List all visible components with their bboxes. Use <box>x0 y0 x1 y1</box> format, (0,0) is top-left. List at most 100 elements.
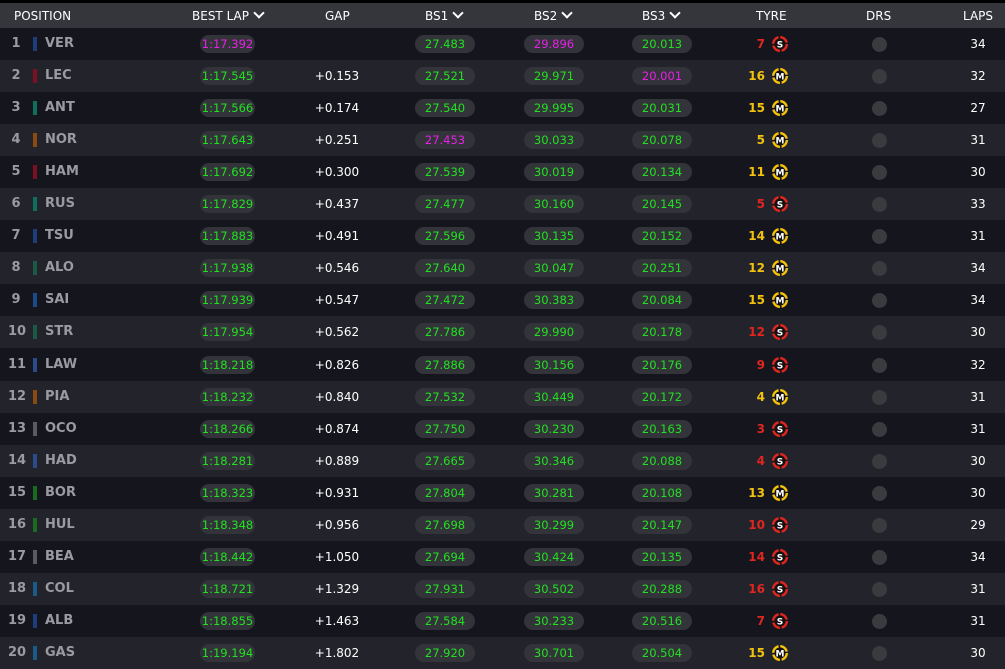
top-border <box>0 0 1005 3</box>
bs3-time: 20.516 <box>632 611 692 630</box>
header-best-lap[interactable]: BEST LAP <box>192 7 265 23</box>
header-bs1[interactable]: BS1 <box>425 7 464 23</box>
soft-tyre-icon: S <box>771 452 789 470</box>
team-color-bar <box>33 325 37 340</box>
header-bs2[interactable]: BS2 <box>534 7 573 23</box>
best-lap-time: 1:18.323 <box>200 483 255 502</box>
best-lap-time: 1:18.266 <box>200 419 255 438</box>
gap-value: +1.050 <box>314 549 360 564</box>
table-row[interactable]: 6 RUS 1:17.829 +0.437 27.477 30.160 20.145 5 S 33 <box>0 188 1005 221</box>
laps-count: 30 <box>970 165 986 180</box>
chevron-down-icon <box>669 7 681 19</box>
table-row[interactable]: 11 LAW 1:18.218 +0.826 27.886 30.156 20.176 9 S 3… <box>0 348 1005 381</box>
bs1-time: 27.532 <box>415 387 475 406</box>
medium-tyre-icon: M <box>771 163 789 181</box>
best-lap-time: 1:18.281 <box>200 451 255 470</box>
driver-code: RUS <box>45 196 75 212</box>
table-row[interactable]: 3 ANT 1:17.566 +0.174 27.540 29.995 20.031 15 M 2… <box>0 92 1005 125</box>
table-row[interactable]: 12 PIA 1:18.232 +0.840 27.532 30.449 20.172 4 M 3… <box>0 380 1005 413</box>
table-row[interactable]: 7 TSU 1:17.883 +0.491 27.596 30.135 20.152 14 M 3… <box>0 220 1005 253</box>
table-row[interactable]: 16 HUL 1:18.348 +0.956 27.698 30.299 20.147 10 S… <box>0 508 1005 541</box>
header-position[interactable]: POSITION <box>14 9 72 23</box>
tyre-laps: 4 <box>756 453 765 468</box>
drs-indicator <box>872 133 887 149</box>
soft-tyre-icon: S <box>771 323 789 341</box>
bs2-time: 30.383 <box>524 291 584 310</box>
soft-tyre-icon: S <box>771 516 789 534</box>
laps-count: 33 <box>970 197 986 212</box>
position-number: 19 <box>8 612 27 628</box>
best-lap-time: 1:18.721 <box>200 579 255 598</box>
tyre-laps: 7 <box>756 613 765 628</box>
header-bs3[interactable]: BS3 <box>642 7 681 23</box>
table-row[interactable]: 10 STR 1:17.954 +0.562 27.786 29.990 20.178 12 S… <box>0 316 1005 349</box>
bs1-time: 27.920 <box>415 643 475 662</box>
bs2-time: 30.701 <box>524 643 584 662</box>
tyre-laps: 4 <box>756 389 765 404</box>
team-color-bar <box>33 261 37 276</box>
bs2-time: 30.230 <box>524 419 584 438</box>
best-lap-time: 1:17.883 <box>200 227 255 246</box>
table-row[interactable]: 18 COL 1:18.721 +1.329 27.931 30.502 20.288 16 S… <box>0 572 1005 605</box>
bs3-time: 20.288 <box>632 579 692 598</box>
bs2-time: 30.047 <box>524 259 584 278</box>
team-color-bar <box>33 485 37 500</box>
medium-tyre-icon: M <box>771 644 789 662</box>
table-row[interactable]: 9 SAI 1:17.939 +0.547 27.472 30.383 20.084 15 M 3… <box>0 284 1005 317</box>
table-row[interactable]: 4 NOR 1:17.643 +0.251 27.453 30.033 20.078 5 M 31 <box>0 124 1005 157</box>
team-color-bar <box>33 197 37 212</box>
header-drs[interactable]: DRS <box>866 9 892 23</box>
bs1-time: 27.539 <box>415 163 475 182</box>
team-color-bar <box>33 37 37 51</box>
svg-text:S: S <box>777 617 783 627</box>
bs1-time: 27.931 <box>415 579 475 598</box>
best-lap-time: 1:17.545 <box>200 67 255 86</box>
header-tyre[interactable]: TYRE <box>756 9 787 23</box>
best-lap-time: 1:19.194 <box>200 643 255 662</box>
table-row[interactable]: 1 VER 1:17.392 27.483 29.896 20.013 7 S 34 <box>0 28 1005 60</box>
gap-value: +0.437 <box>314 197 360 212</box>
svg-text:M: M <box>776 265 785 275</box>
table-row[interactable]: 13 OCO 1:18.266 +0.874 27.750 30.230 20.163 3 S 3… <box>0 412 1005 445</box>
header-gap[interactable]: GAP <box>325 9 350 23</box>
table-row[interactable]: 17 BEA 1:18.442 +1.050 27.694 30.424 20.135 14 S… <box>0 540 1005 573</box>
medium-tyre-icon: M <box>771 227 789 245</box>
gap-value <box>300 28 374 60</box>
header-laps[interactable]: LAPS <box>963 9 994 23</box>
table-row[interactable]: 15 BOR 1:18.323 +0.931 27.804 30.281 20.108 13 M… <box>0 476 1005 509</box>
header-bs3-label: BS3 <box>642 9 666 23</box>
position-number: 14 <box>8 452 27 468</box>
tyre-laps: 12 <box>748 261 765 276</box>
bs2-time: 30.233 <box>524 611 584 630</box>
driver-code: LAW <box>45 356 78 372</box>
laps-count: 29 <box>970 517 986 532</box>
best-lap-time: 1:18.218 <box>200 355 255 374</box>
bs1-time: 27.521 <box>415 67 475 86</box>
team-color-bar <box>33 581 37 596</box>
drs-indicator <box>872 613 887 629</box>
gap-value: +1.329 <box>314 581 360 596</box>
position-number: 15 <box>8 484 27 500</box>
position-number: 11 <box>8 356 27 372</box>
bs1-time: 27.665 <box>415 451 475 470</box>
medium-tyre-icon: M <box>771 388 789 406</box>
driver-code: HUL <box>45 516 75 532</box>
team-color-bar <box>33 357 37 372</box>
tyre-laps: 14 <box>748 229 765 244</box>
driver-code: ALO <box>45 260 74 276</box>
bs3-time: 20.031 <box>632 99 692 118</box>
table-row[interactable]: 5 HAM 1:17.692 +0.300 27.539 30.019 20.134 11 M 3… <box>0 156 1005 189</box>
table-row[interactable]: 14 HAD 1:18.281 +0.889 27.665 30.346 20.088 4 S 3… <box>0 444 1005 477</box>
table-row[interactable]: 8 ALO 1:17.938 +0.546 27.640 30.047 20.251 12 M 3… <box>0 252 1005 285</box>
bs1-time: 27.694 <box>415 547 475 566</box>
best-lap-time: 1:18.855 <box>200 611 255 630</box>
table-row[interactable]: 2 LEC 1:17.545 +0.153 27.521 29.971 20.001 16 M 3… <box>0 60 1005 93</box>
laps-count: 32 <box>970 69 986 84</box>
table-row[interactable]: 19 ALB 1:18.855 +1.463 27.584 30.233 20.516 7 S 3… <box>0 604 1005 637</box>
table-row[interactable]: 20 GAS 1:19.194 +1.802 27.920 30.701 20.504 15 M… <box>0 636 1005 669</box>
tyre-laps: 7 <box>756 37 765 51</box>
position-number: 4 <box>11 132 21 148</box>
driver-code: PIA <box>45 388 70 404</box>
position-number: 7 <box>11 228 21 244</box>
soft-tyre-icon: S <box>771 420 789 438</box>
